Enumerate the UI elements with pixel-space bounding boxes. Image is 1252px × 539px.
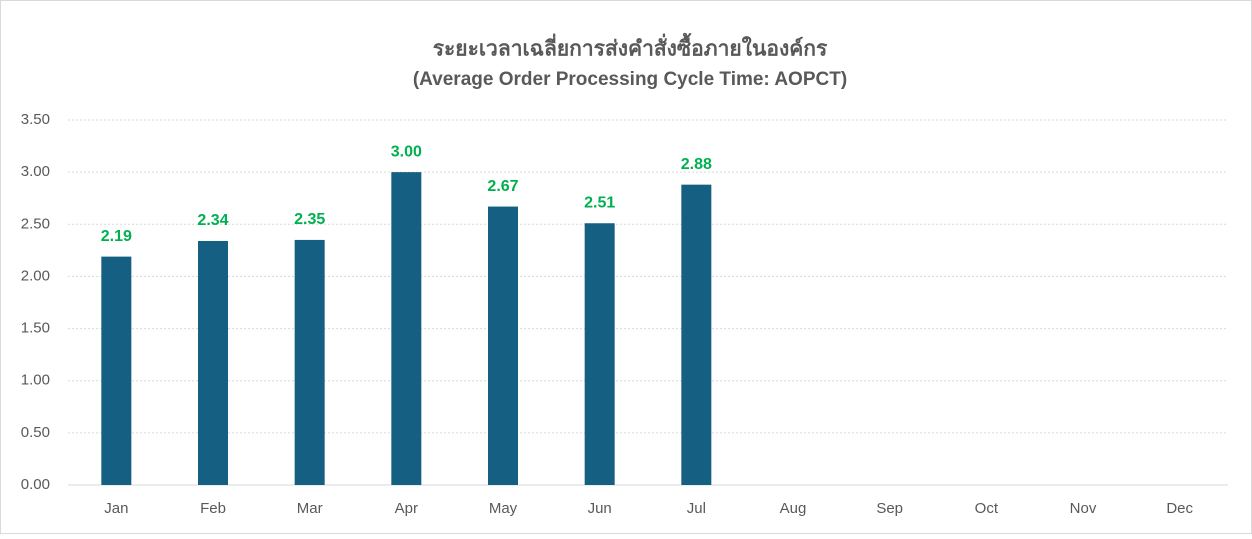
x-tick-label: Mar (297, 500, 323, 517)
x-tick-label: May (489, 500, 518, 517)
bar (294, 239, 325, 485)
data-label: 2.67 (487, 178, 518, 195)
y-tick-label: 2.50 (21, 215, 50, 232)
data-label: 2.88 (681, 156, 712, 173)
x-tick-label: Oct (975, 500, 999, 517)
x-tick-label: Dec (1166, 500, 1193, 517)
chart-title: ระยะเวลาเฉลี่ยการส่งคำสั่งซื้อภายในองค์ก… (433, 33, 828, 61)
x-tick-label: Nov (1070, 500, 1097, 517)
x-tick-label: Jul (687, 500, 706, 517)
data-label: 3.00 (391, 143, 422, 160)
data-label: 2.51 (584, 194, 615, 211)
y-tick-label: 3.50 (21, 111, 50, 128)
x-tick-label: Jan (104, 500, 128, 517)
y-tick-label: 3.00 (21, 163, 50, 180)
x-tick-label: Apr (395, 500, 418, 517)
data-label: 2.19 (101, 228, 132, 245)
x-tick-label: Jun (588, 500, 612, 517)
y-tick-label: 1.00 (21, 372, 50, 389)
bar (198, 240, 228, 485)
y-tick-label: 0.50 (21, 424, 50, 441)
bar (584, 223, 615, 485)
data-label: 2.35 (294, 211, 325, 228)
y-tick-label: 0.00 (21, 476, 50, 493)
x-tick-label: Aug (780, 500, 807, 517)
bar (391, 172, 422, 485)
y-tick-label: 1.50 (21, 320, 50, 337)
y-tick-label: 2.00 (21, 267, 50, 284)
bar (101, 256, 132, 485)
x-tick-label: Feb (200, 500, 226, 517)
data-label: 2.34 (197, 212, 228, 229)
x-tick-label: Sep (876, 500, 903, 517)
bar (681, 184, 712, 485)
bar (488, 206, 518, 486)
chart-subtitle: (Average Order Processing Cycle Time: AO… (413, 69, 847, 90)
